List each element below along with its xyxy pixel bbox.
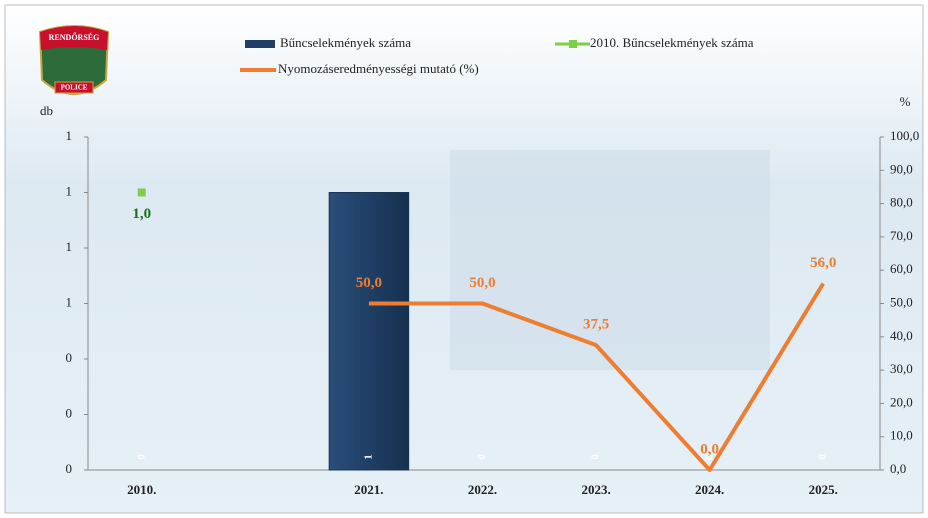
y2-tick-label: 90,0 — [890, 161, 913, 176]
y2-tick-label: 10,0 — [890, 428, 913, 443]
bar-value-label: 1 — [362, 454, 374, 460]
y2-tick-label: 80,0 — [890, 195, 913, 210]
bar-value-label: 0 — [590, 454, 602, 460]
building-bg — [450, 150, 770, 370]
logo-bottom: POLICE — [61, 84, 88, 92]
legend-swatch — [245, 40, 275, 48]
marker — [138, 189, 146, 197]
x-tick-label: 2023. — [581, 482, 610, 497]
logo: RENDŐRSÉG POLICE — [40, 26, 108, 94]
y2-tick-label: 100,0 — [890, 128, 919, 143]
data-label: 1,0 — [132, 206, 151, 222]
data-label: 50,0 — [356, 275, 382, 291]
chart: RENDŐRSÉG POLICE db % 00011110,010,020,0… — [0, 0, 928, 518]
x-tick-label: 2010. — [127, 482, 156, 497]
legend-label: 2010. Bűncselekmények száma — [590, 35, 754, 50]
y-tick-label: 0 — [66, 350, 73, 365]
data-label: 56,0 — [810, 255, 836, 271]
x-tick-label: 2024. — [695, 482, 724, 497]
y2-axis-label: % — [900, 94, 911, 109]
x-tick-label: 2025. — [809, 482, 838, 497]
y-tick-label: 0 — [66, 405, 73, 420]
y-tick-label: 1 — [66, 183, 73, 198]
bar-value-label: 0 — [135, 454, 147, 460]
data-label: 50,0 — [469, 275, 495, 291]
data-label: 0,0 — [700, 441, 719, 457]
legend-label: Nyomozáseredményességi mutató (%) — [278, 61, 479, 76]
y2-tick-label: 60,0 — [890, 261, 913, 276]
y2-tick-label: 30,0 — [890, 361, 913, 376]
y-tick-label: 1 — [66, 239, 73, 254]
y2-tick-label: 70,0 — [890, 228, 913, 243]
bar-value-label: 0 — [817, 454, 829, 460]
y-tick-label: 0 — [66, 461, 73, 476]
y-tick-label: 1 — [66, 294, 73, 309]
x-tick-label: 2022. — [468, 482, 497, 497]
logo-top: RENDŐRSÉG — [49, 32, 100, 42]
bar — [329, 193, 409, 471]
bar-value-label: 0 — [476, 454, 488, 460]
y2-tick-label: 0,0 — [890, 461, 906, 476]
y-axis-label: db — [40, 103, 53, 118]
x-tick-label: 2021. — [354, 482, 383, 497]
y2-tick-label: 20,0 — [890, 394, 913, 409]
legend-swatch — [569, 40, 577, 48]
data-label: 37,5 — [583, 317, 609, 333]
y-tick-label: 1 — [66, 128, 73, 143]
legend-label: Bűncselekmények száma — [280, 35, 411, 50]
y2-tick-label: 40,0 — [890, 328, 913, 343]
y2-tick-label: 50,0 — [890, 294, 913, 309]
